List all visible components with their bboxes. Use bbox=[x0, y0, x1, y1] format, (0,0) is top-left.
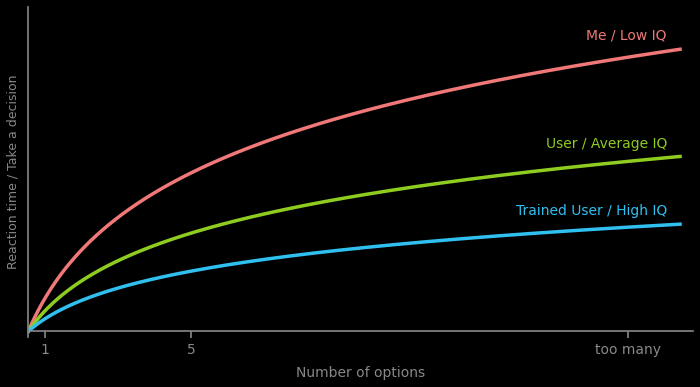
Text: User / Average IQ: User / Average IQ bbox=[545, 137, 667, 151]
Text: Me / Low IQ: Me / Low IQ bbox=[587, 29, 667, 43]
Y-axis label: Reaction time / Take a decision: Reaction time / Take a decision bbox=[7, 75, 20, 269]
X-axis label: Number of options: Number of options bbox=[296, 365, 425, 380]
Text: Trained User / High IQ: Trained User / High IQ bbox=[516, 204, 667, 218]
